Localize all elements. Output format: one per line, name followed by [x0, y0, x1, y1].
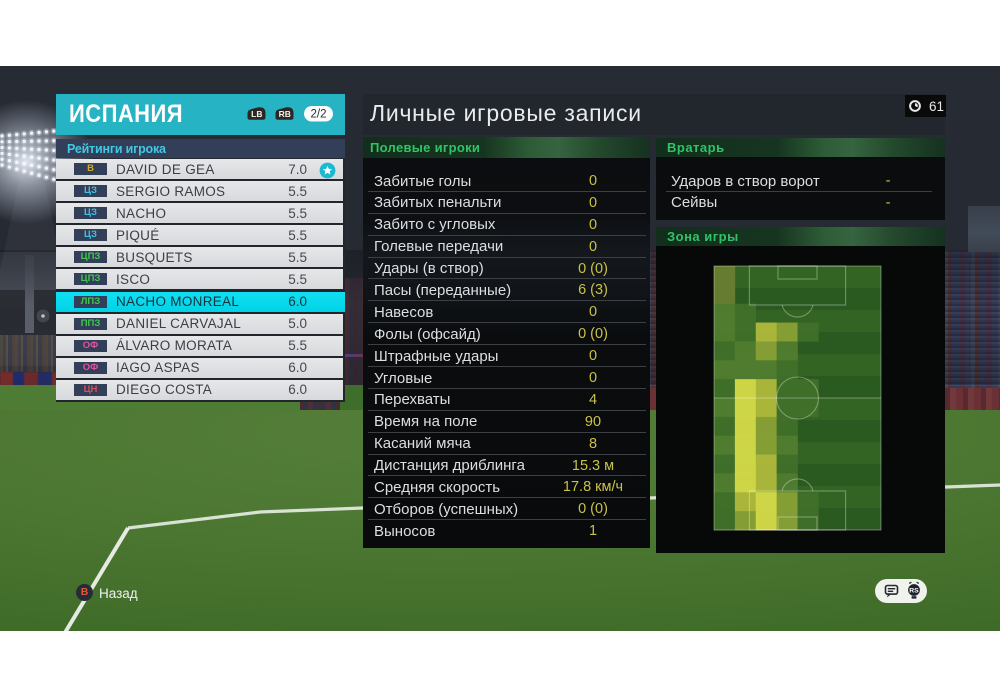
svg-text:RS: RS: [909, 587, 919, 594]
svg-text:LB: LB: [251, 109, 262, 119]
svg-text:2/2: 2/2: [311, 109, 327, 121]
svg-text:RB: RB: [279, 109, 291, 119]
